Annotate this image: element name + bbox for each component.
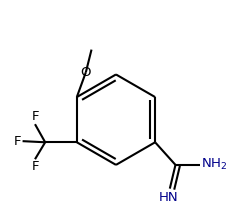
Text: F: F [14,135,21,148]
Text: F: F [31,110,39,123]
Text: O: O [80,66,91,79]
Text: NH$_2$: NH$_2$ [201,157,227,172]
Text: OCH$_3$: OCH$_3$ [73,31,109,46]
Text: methoxy: methoxy [73,38,109,47]
Text: F: F [31,160,39,173]
Text: HN: HN [158,191,178,204]
